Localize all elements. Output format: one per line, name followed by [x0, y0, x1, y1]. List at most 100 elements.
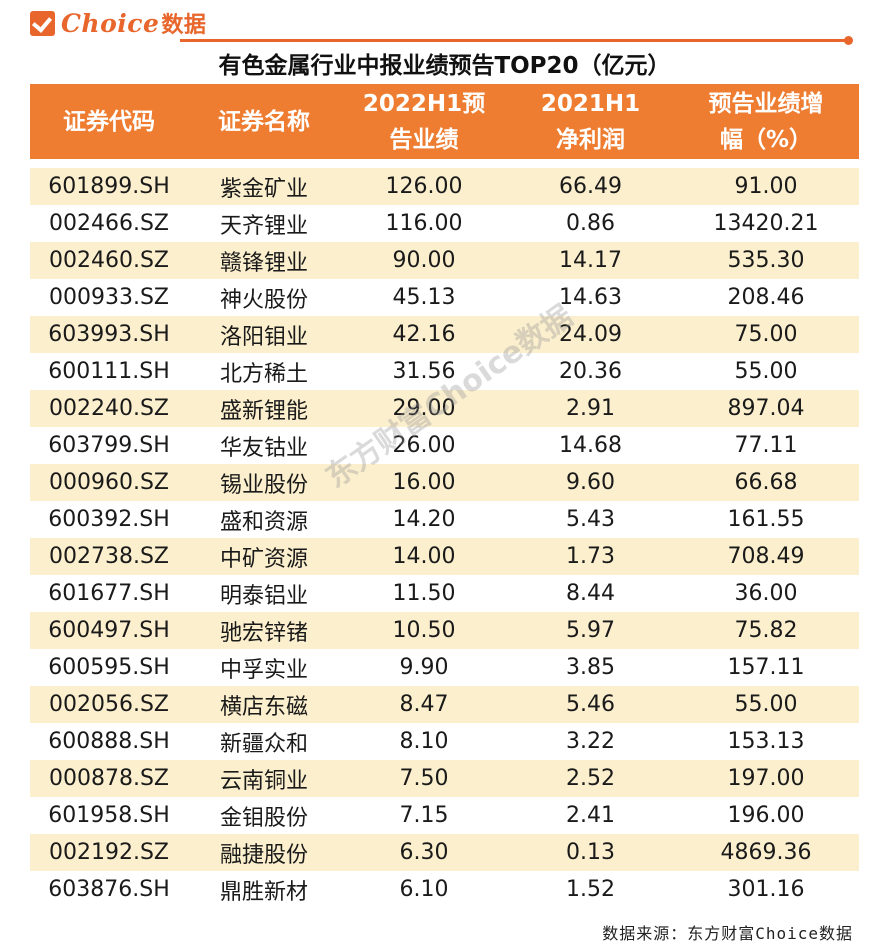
cell-2021h1: 20.36: [559, 359, 622, 384]
cell-code: 002056.SZ: [48, 692, 169, 717]
table-row: 601958.SH 金钼股份 7.15 2.41 196.00: [30, 797, 859, 834]
cell-code: 603799.SH: [48, 433, 170, 458]
table-row: 601677.SH 明泰铝业 11.50 8.44 36.00: [30, 575, 859, 612]
cell-2021h1: 8.44: [566, 581, 615, 606]
header-growth-line2: 幅（%）: [719, 126, 813, 153]
cell-2022h1: 90.00: [392, 248, 456, 273]
cell-growth: 157.11: [727, 655, 805, 680]
header-code: 证券代码: [30, 104, 188, 140]
table-row: 002738.SZ 中矿资源 14.00 1.73 708.49: [30, 538, 859, 575]
cell-name: 中孚实业: [219, 657, 308, 683]
header-code-line1: 证券代码: [63, 108, 155, 135]
cell-name: 盛新锂能: [219, 398, 308, 424]
cell-name: 驰宏锌锗: [219, 620, 308, 646]
cell-2021h1: 0.13: [566, 840, 615, 865]
cell-2022h1: 42.16: [392, 322, 456, 347]
cell-name: 神火股份: [219, 287, 308, 313]
table-row: 603799.SH 华友钴业 26.00 14.68 77.11: [30, 427, 859, 464]
logo-brand: Choice: [61, 9, 160, 38]
cell-growth: 4869.36: [720, 840, 812, 865]
cell-2022h1: 14.00: [392, 544, 456, 569]
cell-name: 北方稀土: [219, 361, 308, 387]
data-table: 证券代码 证券名称 2022H1预 告业绩 2021H1 净利润 预告业绩增 幅…: [30, 84, 859, 908]
cell-name: 新疆众和: [219, 731, 308, 757]
header-2022h1-forecast: 2022H1预 告业绩: [340, 86, 508, 158]
checkmark-icon: [30, 10, 55, 36]
cell-name: 云南铜业: [219, 768, 308, 794]
logo-cn: 数据: [161, 13, 207, 38]
cell-code: 000878.SZ: [48, 766, 169, 791]
cell-2021h1: 14.68: [559, 433, 622, 458]
cell-2021h1: 5.46: [566, 692, 615, 717]
header-gap: [30, 159, 859, 168]
table-row: 002466.SZ 天齐锂业 116.00 0.86 13420.21: [30, 205, 859, 242]
cell-2021h1: 66.49: [559, 174, 622, 199]
cell-name: 鼎胜新材: [219, 879, 308, 905]
cell-code: 002192.SZ: [48, 840, 169, 865]
cell-growth: 208.46: [727, 285, 805, 310]
cell-code: 600497.SH: [48, 618, 170, 643]
cell-name: 紫金矿业: [219, 176, 308, 202]
cell-name: 融捷股份: [219, 842, 308, 868]
cell-growth: 77.11: [734, 433, 798, 458]
cell-growth: 708.49: [727, 544, 805, 569]
header-2021h1-line1: 2021H1: [540, 90, 641, 117]
cell-name: 金钼股份: [219, 805, 308, 831]
cell-code: 600111.SH: [48, 359, 170, 384]
table-row: 600888.SH 新疆众和 8.10 3.22 153.13: [30, 723, 859, 760]
cell-growth: 535.30: [727, 248, 805, 273]
cell-name: 横店东磁: [219, 694, 308, 720]
cell-name: 赣锋锂业: [219, 250, 308, 276]
cell-growth: 75.00: [734, 322, 798, 347]
header-name: 证券名称: [188, 104, 340, 140]
table-row: 600497.SH 驰宏锌锗 10.50 5.97 75.82: [30, 612, 859, 649]
cell-name: 明泰铝业: [219, 583, 308, 609]
cell-2021h1: 5.43: [566, 507, 615, 532]
cell-2022h1: 8.47: [399, 692, 449, 717]
cell-2022h1: 8.10: [399, 729, 449, 754]
header-2022h1-line1: 2022H1预: [362, 90, 486, 117]
logo-text: Choice数据: [61, 7, 206, 39]
cell-2021h1: 14.17: [559, 248, 622, 273]
cell-2021h1: 3.22: [566, 729, 615, 754]
table-body: 601899.SH 紫金矿业 126.00 66.49 91.00 002466.SZ 天齐…: [30, 168, 859, 908]
cell-2022h1: 6.10: [399, 877, 449, 902]
cell-2022h1: 14.20: [392, 507, 456, 532]
cell-code: 000960.SZ: [48, 470, 169, 495]
cell-name: 天齐锂业: [219, 213, 308, 239]
source-note: 数据来源：东方财富Choice数据: [602, 924, 853, 943]
cell-code: 601899.SH: [48, 174, 170, 199]
table-title: 有色金属行业中报业绩预告TOP20（亿元）: [218, 53, 671, 79]
cell-2022h1: 16.00: [392, 470, 456, 495]
header-rule-dot: [844, 36, 853, 45]
table-row: 000933.SZ 神火股份 45.13 14.63 208.46: [30, 279, 859, 316]
cell-code: 601677.SH: [48, 581, 170, 606]
table-row: 000878.SZ 云南铜业 7.50 2.52 197.00: [30, 760, 859, 797]
cell-2022h1: 10.50: [392, 618, 456, 643]
cell-name: 洛阳钼业: [219, 324, 308, 350]
cell-2021h1: 14.63: [559, 285, 622, 310]
cell-code: 002738.SZ: [48, 544, 169, 569]
cell-growth: 153.13: [727, 729, 805, 754]
cell-growth: 13420.21: [713, 211, 819, 236]
cell-code: 601958.SH: [48, 803, 170, 828]
cell-code: 002240.SZ: [48, 396, 169, 421]
cell-growth: 75.82: [734, 618, 798, 643]
cell-2022h1: 7.15: [399, 803, 449, 828]
cell-2022h1: 31.56: [392, 359, 456, 384]
cell-growth: 55.00: [734, 359, 798, 384]
cell-name: 锡业股份: [219, 472, 308, 498]
cell-code: 600888.SH: [48, 729, 170, 754]
cell-2021h1: 0.86: [566, 211, 615, 236]
cell-growth: 66.68: [734, 470, 798, 495]
table-row: 002460.SZ 赣锋锂业 90.00 14.17 535.30: [30, 242, 859, 279]
table-row: 600595.SH 中孚实业 9.90 3.85 157.11: [30, 649, 859, 686]
cell-2022h1: 116.00: [385, 211, 463, 236]
header-growth-line1: 预告业绩增: [708, 90, 824, 117]
cell-code: 600595.SH: [48, 655, 170, 680]
table-row: 002056.SZ 横店东磁 8.47 5.46 55.00: [30, 686, 859, 723]
header-name-line1: 证券名称: [218, 108, 310, 135]
cell-code: 603993.SH: [48, 322, 170, 347]
cell-growth: 55.00: [734, 692, 798, 717]
cell-2022h1: 126.00: [385, 174, 463, 199]
